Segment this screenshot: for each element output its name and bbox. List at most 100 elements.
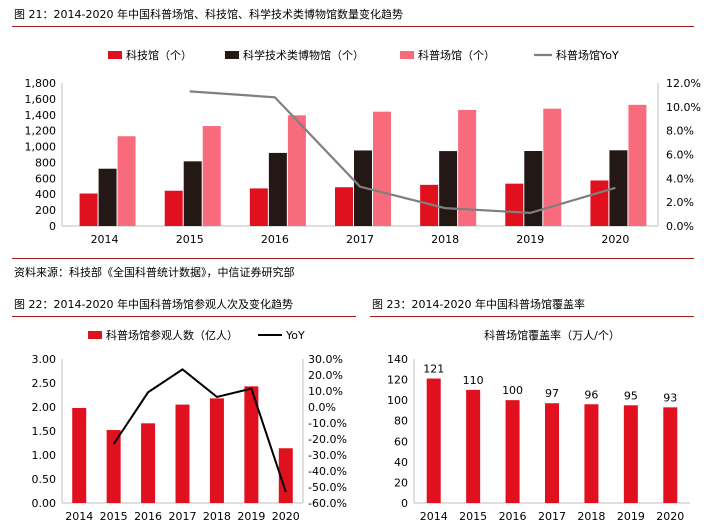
bar-total-venues [458,109,477,226]
bar-science-center [335,187,353,226]
x-tick-label: 2019 [617,510,645,523]
bar-coverage [663,407,678,503]
x-tick-label: 2018 [577,510,605,523]
x-tick-label: 2019 [237,510,265,523]
bar-coverage [466,389,481,503]
x-tick-label: 2017 [346,233,374,246]
y-tick-label: 120 [387,374,408,387]
x-tick-label: 2017 [169,510,197,523]
y-tick-label: 100 [387,394,408,407]
bar-science-center [505,183,524,226]
y-tick-label: 0 [401,497,408,510]
y-tick-label: 20 [394,476,408,489]
y-tick-label: 1,200 [25,125,57,138]
x-tick-label: 2014 [91,233,119,246]
bar-coverage [584,404,599,503]
y2-tick-label: -20.0% [308,433,347,446]
y2-tick-label: 20.0% [308,369,343,382]
bar-sci-tech-museum [524,151,543,226]
y-tick-label: 2.50 [32,377,57,390]
legend-label: YoY [285,329,305,342]
y-tick-label: 1.00 [32,449,57,462]
bar-science-center [420,184,439,226]
x-tick-label: 2016 [134,510,162,523]
bar-coverage [623,405,638,503]
y-tick-label: 1,600 [25,93,57,106]
bar-visitors [175,404,190,503]
data-label: 100 [502,384,523,397]
bar-total-venues [373,111,391,226]
y-tick-label: 800 [35,156,56,169]
y2-tick-label: 6.0% [666,149,694,162]
x-tick-label: 2020 [601,233,629,246]
chart-coverage: 科普场馆覆盖率（万人/个） 0 20 40 60 80 100 120 140 121 2014 11… [387,328,690,523]
bar-science-center [590,180,609,226]
figure-21-title: 图 21：2014-2020 年中国科普场馆、科技馆、科学技术类博物馆数量变化趋… [14,8,403,21]
y-tick-label: 3.00 [32,353,57,366]
x-tick-label: 2017 [538,510,566,523]
bar-coverage [426,378,441,503]
bar-sci-tech-museum [183,161,202,226]
y2-tick-label: 4.0% [666,172,694,185]
legend-label: 科普场馆参观人数（亿人） [106,328,238,342]
y-tick-label: 80 [394,415,408,428]
legend-swatch [88,331,102,339]
y2-tick-label: -60.0% [308,497,347,510]
y-tick-label: 200 [35,204,56,217]
x-tick-label: 2020 [656,510,684,523]
data-label: 95 [624,389,638,402]
figure-23-title-rule [370,316,694,317]
bar-total-venues [543,108,562,226]
figure-21-bottom-rule [12,258,694,259]
data-label: 97 [545,387,559,400]
bar-visitors [209,398,224,503]
bar-visitors [244,386,259,503]
y-tick-label: 0 [49,220,56,233]
y2-tick-label: 12.0% [666,77,701,90]
x-tick-label: 2018 [203,510,231,523]
figure-23-title: 图 23：2014-2020 年中国科普场馆覆盖率 [372,298,585,311]
x-tick-label: 2019 [516,233,544,246]
legend-label: 科普场馆YoY [556,48,619,62]
x-tick-label: 2015 [176,233,204,246]
bar-total-venues [628,104,647,226]
figure-22-title-rule [12,316,356,317]
y2-tick-label: 10.0% [666,101,701,114]
y-tick-label: 1,800 [25,77,57,90]
data-label: 110 [463,374,484,387]
bar-coverage [505,400,520,503]
y-tick-label: 1,000 [25,141,57,154]
bar-science-center [249,188,268,226]
data-label: 96 [584,388,598,401]
legend-label: 科普场馆（个） [418,48,495,62]
y-tick-label: 0.00 [32,497,57,510]
bar-visitors [141,423,156,503]
y2-tick-label: 30.0% [308,353,343,366]
y-tick-label: 2.00 [32,401,57,414]
y2-tick-label: 2.0% [666,196,694,209]
y-tick-label: 1,400 [25,109,57,122]
yoy-line [189,90,616,215]
y-tick-label: 140 [387,353,408,366]
x-tick-label: 2015 [459,510,487,523]
bar-sci-tech-museum [268,152,287,226]
y2-tick-label: 10.0% [308,385,343,398]
legend-label: 科学技术类博物馆（个） [243,48,364,62]
y-tick-label: 400 [35,188,56,201]
figure-21-source: 资料来源：科技部《全国科普统计数据》，中信证券研究部 [14,266,295,279]
yoy-line [112,368,287,493]
bar-sci-tech-museum [98,168,117,226]
y2-tick-label: -30.0% [308,449,347,462]
y-tick-label: 600 [35,172,56,185]
figure-22-title: 图 22：2014-2020 年中国科普场馆参观人次及变化趋势 [14,298,293,311]
bar-science-center [79,193,98,226]
legend-swatch [400,51,414,59]
y2-tick-label: -10.0% [308,417,347,430]
legend-swatch [225,51,239,59]
bar-total-venues [117,136,136,226]
chart-visitors: 科普场馆参观人数（亿人） YoY 0.00 0.50 1.00 1.50 2.00 2.50 3… [32,328,347,523]
chart-facility-counts: 科技馆（个） 科学技术类博物馆（个） 科普场馆（个） 科普场馆YoY 0 200 400 60… [25,48,701,246]
x-tick-label: 2018 [431,233,459,246]
x-tick-label: 2016 [261,233,289,246]
bar-total-venues [287,115,306,226]
